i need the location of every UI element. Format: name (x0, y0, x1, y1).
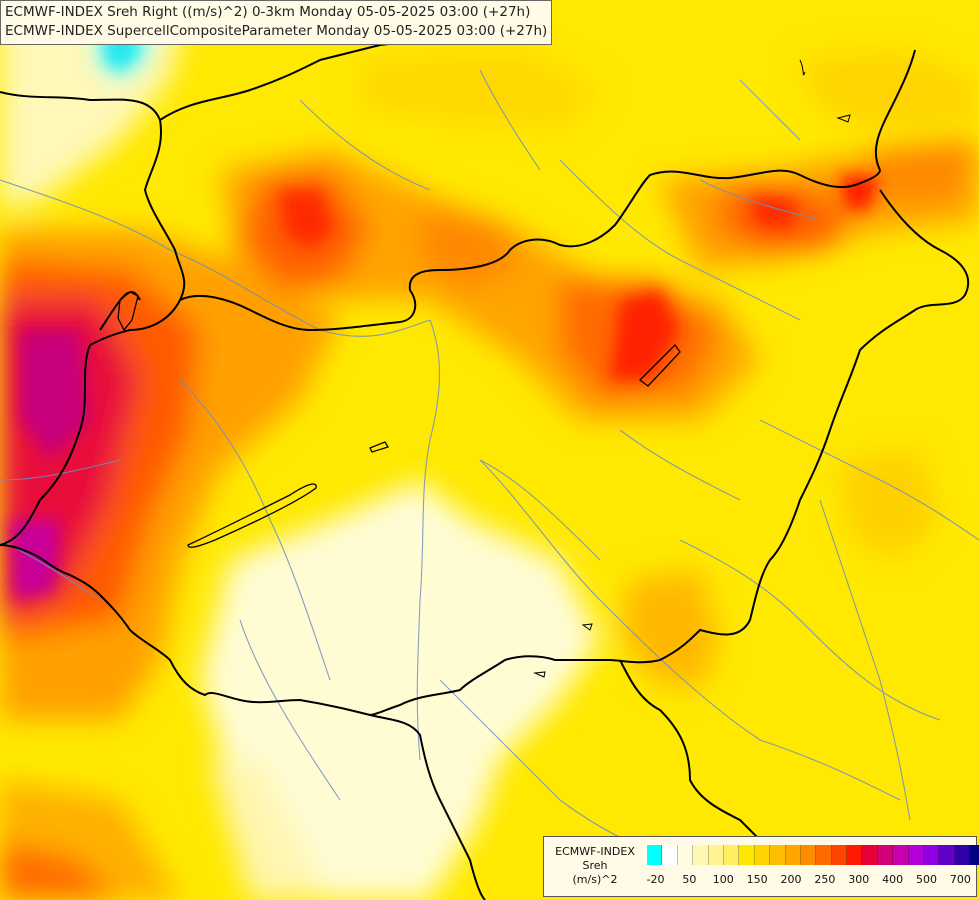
title-line-1: ECMWF-INDEX Sreh Right ((m/s)^2) 0-3km M… (5, 4, 531, 20)
legend-tick-label: 150 (746, 873, 768, 886)
legend-swatch (893, 845, 909, 865)
legend-swatch (800, 845, 817, 865)
legend-swatches (647, 845, 979, 865)
legend-swatch (739, 845, 755, 865)
legend-tick-label: 50 (682, 873, 697, 886)
legend-swatch (816, 845, 832, 865)
legend-swatch (647, 845, 663, 865)
legend-swatch (862, 845, 878, 865)
legend-swatch (677, 845, 694, 865)
legend-tick-label: 400 (882, 873, 904, 886)
legend-tick-label: 250 (814, 873, 836, 886)
legend-swatch (770, 845, 786, 865)
title-line-2: ECMWF-INDEX SupercellCompositeParameter … (5, 23, 548, 39)
legend-swatch (877, 845, 894, 865)
legend-swatch (970, 845, 979, 865)
legend-tick-label: 100 (712, 873, 734, 886)
legend-title-line-2: Sreh (582, 859, 608, 872)
legend-swatch (847, 845, 863, 865)
legend-title-line-3: (m/s)^2 (572, 873, 618, 886)
legend-tick-label: 300 (848, 873, 870, 886)
rivers (0, 69, 979, 871)
legend-swatch (831, 845, 848, 865)
legend-tick-label: 200 (780, 873, 802, 886)
legend-ticks: -20 50 100 150 200 250 300 400 500 700 (646, 873, 973, 889)
legend-swatch (754, 845, 771, 865)
legend-tick-label: 500 (916, 873, 937, 886)
legend-swatch (954, 845, 971, 865)
color-legend: ECMWF-INDEX Sreh (m/s)^2 -20 50 100 150 200 2… (543, 836, 979, 897)
legend-tick-label: 700 (949, 873, 971, 886)
legend-swatch (924, 845, 940, 865)
legend-swatch (662, 845, 678, 865)
legend-swatch (723, 845, 740, 865)
legend-title-line-1: ECMWF-INDEX (555, 845, 635, 858)
small-lakes (533, 59, 851, 678)
legend-swatch (785, 845, 801, 865)
legend-swatch (693, 845, 709, 865)
legend-swatch (939, 845, 955, 865)
legend-swatch (708, 845, 724, 865)
legend-tick-label: -20 (646, 873, 665, 886)
map-title-box: ECMWF-INDEX Sreh Right ((m/s)^2) 0-3km M… (0, 0, 553, 45)
legend-swatch (908, 845, 925, 865)
legend-title: ECMWF-INDEX Sreh (m/s)^2 (546, 845, 644, 887)
